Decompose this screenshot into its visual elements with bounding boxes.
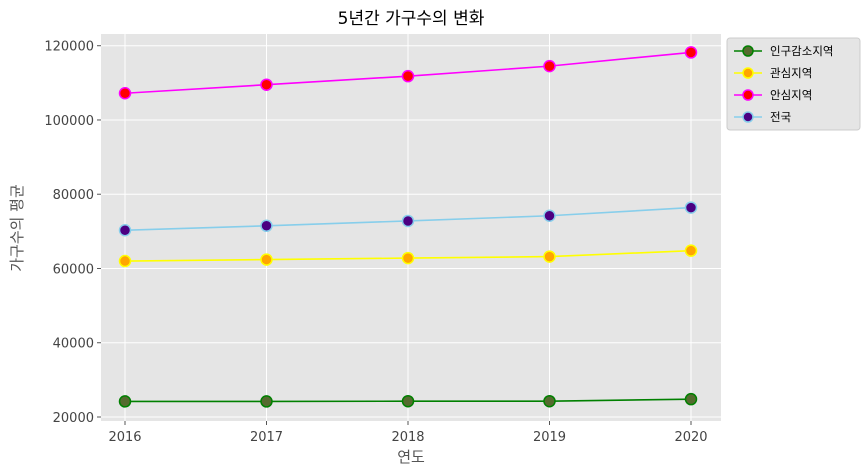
y-axis-label: 가구수의 평균 (8, 184, 26, 272)
legend-swatch-marker (742, 45, 754, 57)
legend-box (726, 37, 861, 131)
legend-label: 전국 (770, 110, 791, 124)
legend-item: 전국 (734, 110, 791, 124)
y-tick-label: 40000 (53, 337, 94, 352)
y-tick-label: 20000 (53, 411, 94, 426)
data-point (260, 219, 273, 233)
data-point (684, 392, 698, 406)
data-point (401, 69, 415, 83)
data-point (260, 253, 273, 266)
legend-label: 인구감소지역 (770, 44, 833, 58)
legend-item: 관심지역 (734, 66, 812, 80)
x-tick-label: 2017 (250, 430, 283, 445)
x-tick-label: 2019 (533, 430, 566, 445)
data-point (684, 46, 698, 59)
legend-label: 관심지역 (770, 66, 812, 80)
chart-title: 5년간 가구수의 변화 (338, 9, 485, 29)
data-point (118, 223, 132, 237)
legend-swatch-marker (742, 67, 754, 79)
data-point (543, 250, 556, 263)
y-tick-label: 80000 (53, 188, 94, 203)
series-layer (118, 46, 698, 408)
y-tick-label: 120000 (44, 40, 94, 55)
data-point (260, 395, 273, 408)
series-안심지역 (118, 46, 698, 100)
data-point (401, 394, 415, 408)
series-인구감소지역 (118, 392, 698, 408)
x-tick-label: 2018 (391, 430, 424, 445)
data-point (118, 395, 132, 408)
legend-swatch-marker (742, 111, 754, 123)
data-point (543, 209, 556, 223)
data-point (118, 254, 132, 268)
data-point (543, 59, 556, 73)
data-point (401, 251, 415, 265)
legend-item: 인구감소지역 (734, 44, 833, 58)
data-point (260, 78, 273, 91)
data-point (684, 244, 698, 257)
series-관심지역 (118, 244, 698, 268)
legend-label: 안심지역 (770, 88, 812, 102)
legend-item: 안심지역 (734, 88, 812, 102)
x-tick-label: 2016 (108, 430, 141, 445)
y-tick-label: 100000 (44, 114, 94, 129)
x-axis-label: 연도 (397, 448, 425, 466)
data-point (118, 86, 132, 100)
series-전국 (118, 201, 698, 237)
data-point (401, 214, 415, 228)
y-axis-ticks: 20000 40000 60000 80000 100000 120000 (44, 40, 101, 426)
data-point (684, 201, 698, 214)
x-tick-label: 2020 (674, 430, 707, 445)
x-axis-ticks: 2016 2017 2018 2019 2020 (108, 421, 708, 445)
y-tick-label: 60000 (53, 262, 94, 277)
data-point (543, 394, 556, 408)
legend-swatch-marker (742, 89, 754, 101)
